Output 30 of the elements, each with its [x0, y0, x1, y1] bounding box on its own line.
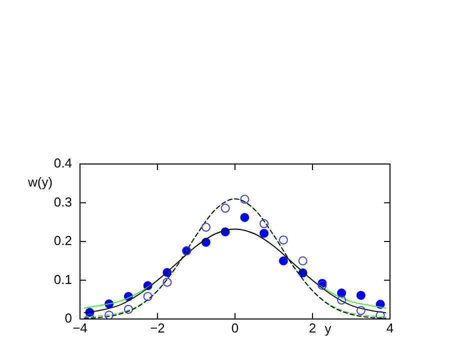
- y-axis-title: w(y): [27, 174, 53, 190]
- point: [162, 278, 172, 287]
- y-tick-label: 0.4: [54, 156, 72, 171]
- point: [278, 235, 288, 244]
- y-tick-label: 0.3: [54, 194, 72, 210]
- y-tick-label: 0: [64, 310, 72, 326]
- point: [104, 310, 114, 319]
- x-tick-label: 4: [386, 320, 394, 336]
- y-tick-label: 0.2: [54, 233, 72, 248]
- point: [278, 256, 288, 266]
- point: [240, 212, 250, 222]
- point: [124, 304, 133, 314]
- point: [143, 292, 152, 302]
- point: [298, 256, 308, 266]
- point: [376, 311, 385, 319]
- point: [337, 296, 346, 305]
- x-tick-label: 0: [231, 320, 239, 336]
- x-tick-label: −2: [150, 320, 165, 336]
- x-tick-label: −4: [72, 320, 88, 336]
- point: [220, 204, 230, 213]
- point: [356, 306, 366, 315]
- x-axis-title: y: [324, 321, 332, 336]
- point: [201, 222, 210, 232]
- point: [240, 194, 250, 204]
- point: [260, 228, 269, 238]
- point: [356, 290, 366, 300]
- x-tick-label: 2: [308, 320, 316, 336]
- y-tick-label: 0.1: [54, 272, 72, 287]
- point: [337, 288, 346, 298]
- point: [260, 219, 269, 228]
